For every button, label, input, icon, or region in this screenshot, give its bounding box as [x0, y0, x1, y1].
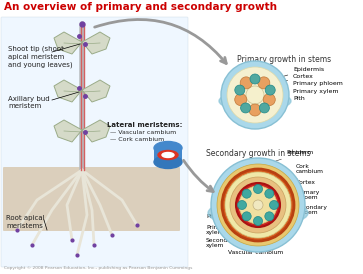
- Ellipse shape: [162, 153, 174, 158]
- Text: Copyright © 2008 Pearson Education, Inc., publishing as Pearson Benjamin Cumming: Copyright © 2008 Pearson Education, Inc.…: [4, 266, 192, 270]
- Text: Cortex: Cortex: [290, 181, 316, 192]
- Text: Lateral meristems:: Lateral meristems:: [107, 122, 182, 128]
- Text: Pith: Pith: [206, 204, 251, 219]
- Polygon shape: [82, 32, 110, 54]
- Text: Secondary
phloem: Secondary phloem: [286, 205, 328, 220]
- Polygon shape: [154, 148, 182, 162]
- Circle shape: [242, 212, 251, 221]
- Text: — Cork cambium: — Cork cambium: [110, 137, 164, 142]
- Text: Cortex: Cortex: [281, 73, 314, 82]
- Text: Primary
xylem: Primary xylem: [206, 215, 244, 235]
- Ellipse shape: [158, 150, 178, 159]
- Text: Axillary bud
meristem: Axillary bud meristem: [8, 96, 50, 110]
- Text: Primary xylem: Primary xylem: [274, 89, 339, 99]
- Ellipse shape: [208, 199, 308, 227]
- Circle shape: [239, 186, 277, 224]
- Circle shape: [250, 74, 260, 84]
- FancyBboxPatch shape: [3, 167, 180, 231]
- Circle shape: [236, 183, 280, 227]
- Circle shape: [237, 201, 246, 210]
- Polygon shape: [54, 80, 82, 102]
- Circle shape: [260, 103, 269, 113]
- Text: Pith: Pith: [266, 96, 305, 101]
- Text: — Vascular cambium: — Vascular cambium: [110, 130, 176, 135]
- Polygon shape: [82, 120, 110, 142]
- Text: Secondary
xylem: Secondary xylem: [206, 225, 244, 249]
- Circle shape: [249, 104, 261, 116]
- Circle shape: [241, 103, 250, 113]
- Circle shape: [253, 184, 262, 193]
- Ellipse shape: [219, 91, 291, 111]
- Circle shape: [242, 189, 251, 198]
- Circle shape: [230, 177, 286, 233]
- Text: Shoot tip (shoot
apical meristem
and young leaves): Shoot tip (shoot apical meristem and you…: [8, 46, 73, 68]
- Circle shape: [235, 94, 247, 106]
- Text: Primary growth in stems: Primary growth in stems: [237, 55, 331, 64]
- Text: Primary
phloem: Primary phloem: [285, 190, 319, 209]
- Text: Cork
cambium: Cork cambium: [292, 164, 324, 183]
- Circle shape: [221, 61, 289, 129]
- Circle shape: [265, 189, 274, 198]
- Circle shape: [253, 216, 262, 226]
- Polygon shape: [54, 32, 82, 54]
- Circle shape: [269, 201, 278, 210]
- Text: Vascular cambium: Vascular cambium: [228, 230, 283, 255]
- Text: Root apical
meristems: Root apical meristems: [6, 215, 45, 229]
- Circle shape: [211, 158, 305, 252]
- Text: Periderm: Periderm: [273, 150, 313, 162]
- Polygon shape: [82, 80, 110, 102]
- Text: Primary phloem: Primary phloem: [276, 81, 343, 92]
- Circle shape: [240, 77, 252, 89]
- Circle shape: [217, 164, 299, 246]
- Polygon shape: [54, 120, 82, 142]
- Circle shape: [222, 169, 294, 241]
- Circle shape: [265, 85, 275, 95]
- Text: An overview of primary and secondary growth: An overview of primary and secondary gro…: [4, 2, 277, 12]
- Circle shape: [253, 200, 263, 210]
- FancyBboxPatch shape: [1, 17, 188, 267]
- Text: Secondary growth in stems: Secondary growth in stems: [206, 149, 311, 158]
- Circle shape: [246, 86, 264, 104]
- Ellipse shape: [154, 156, 182, 169]
- Circle shape: [227, 67, 283, 123]
- Circle shape: [265, 212, 274, 221]
- Circle shape: [258, 77, 270, 89]
- Ellipse shape: [154, 141, 182, 155]
- Circle shape: [235, 85, 245, 95]
- Circle shape: [225, 172, 291, 238]
- Circle shape: [263, 94, 275, 106]
- Text: Epidermis: Epidermis: [284, 67, 324, 76]
